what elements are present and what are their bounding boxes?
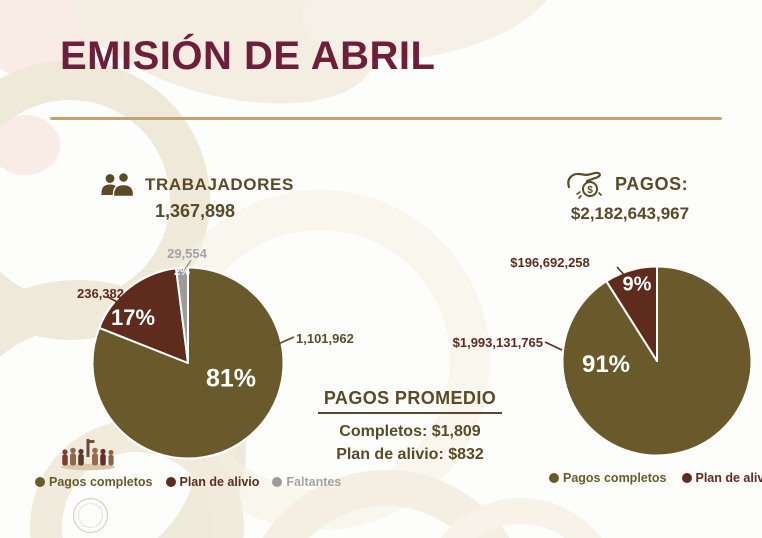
people-group-illustration: [61, 439, 115, 471]
legend-dot-maroon: [681, 473, 692, 483]
pagos-title: PAGOS:: [615, 173, 689, 194]
legend-dot-maroon: [165, 477, 176, 487]
legend-label: Plan de alivio: [695, 471, 762, 485]
legend-item-pagos-completos: Pagos completos: [35, 475, 153, 489]
trabajadores-callout-completos: 1,101,962: [296, 331, 354, 346]
pagos-legend: Pagos completos Plan de alivio: [549, 471, 762, 485]
trabajadores-header: TRABAJADORES: [100, 172, 294, 198]
pagos-total: $2,182,643,967: [570, 204, 690, 223]
pagos-slice-pct-completos: 91%: [581, 351, 631, 378]
pagos-promedio-block: PAGOS PROMEDIO Completos: $1,809 Plan de…: [312, 388, 508, 464]
pagos-callout-alivio: $196,692,258: [510, 255, 590, 270]
title-divider: [50, 117, 722, 120]
trabajadores-callout-faltantes: 29,554: [167, 246, 207, 261]
legend-item-plan-de-alivio: Plan de alivio: [165, 475, 260, 489]
pagos-callout-completos: $1,993,131,765: [452, 335, 543, 350]
legend-dot-olive: [549, 473, 559, 483]
legend-label: Plan de alivio: [179, 475, 260, 489]
legend-dot-gray: [272, 477, 283, 487]
trabajadores-title: TRABAJADORES: [145, 175, 294, 194]
trabajadores-slice-pct-alivio: 17%: [110, 305, 156, 330]
promedio-plan-alivio: Plan de alivio: $832: [336, 446, 484, 463]
trabajadores-total: 1,367,898: [154, 201, 236, 221]
pagos-promedio-title: PAGOS PROMEDIO: [317, 388, 503, 414]
trabajadores-slice-pct-faltantes: 2%: [174, 266, 190, 278]
legend-label: Pagos completos: [563, 471, 667, 485]
trabajadores-callout-alivio: 236,382: [77, 286, 124, 301]
svg-text:$: $: [587, 185, 593, 196]
legend-dot-olive: [35, 477, 45, 487]
pagos-pie-chart: [561, 265, 753, 457]
trabajadores-slice-pct-completos: 81%: [205, 364, 257, 393]
pagos-header: $ PAGOS:: [563, 168, 688, 200]
people-icon: [101, 172, 135, 198]
page-title: EMISIÓN DE ABRIL: [60, 34, 436, 78]
hand-coin-icon: $: [567, 171, 602, 199]
legend-item-plan-de-alivio: Plan de alivio: [681, 471, 762, 485]
legend-item-pagos-completos: Pagos completos: [549, 471, 667, 485]
legend-item-faltantes: Faltantes: [272, 475, 341, 489]
legend-label: Pagos completos: [49, 475, 153, 489]
legend-label: Faltantes: [286, 475, 342, 489]
trabajadores-legend: Pagos completos Plan de alivio Faltantes: [35, 475, 341, 489]
promedio-completos: Completos: $1,809: [339, 423, 481, 440]
seal-watermark: [73, 498, 108, 533]
pagos-slice-pct-alivio: 9%: [622, 273, 652, 296]
